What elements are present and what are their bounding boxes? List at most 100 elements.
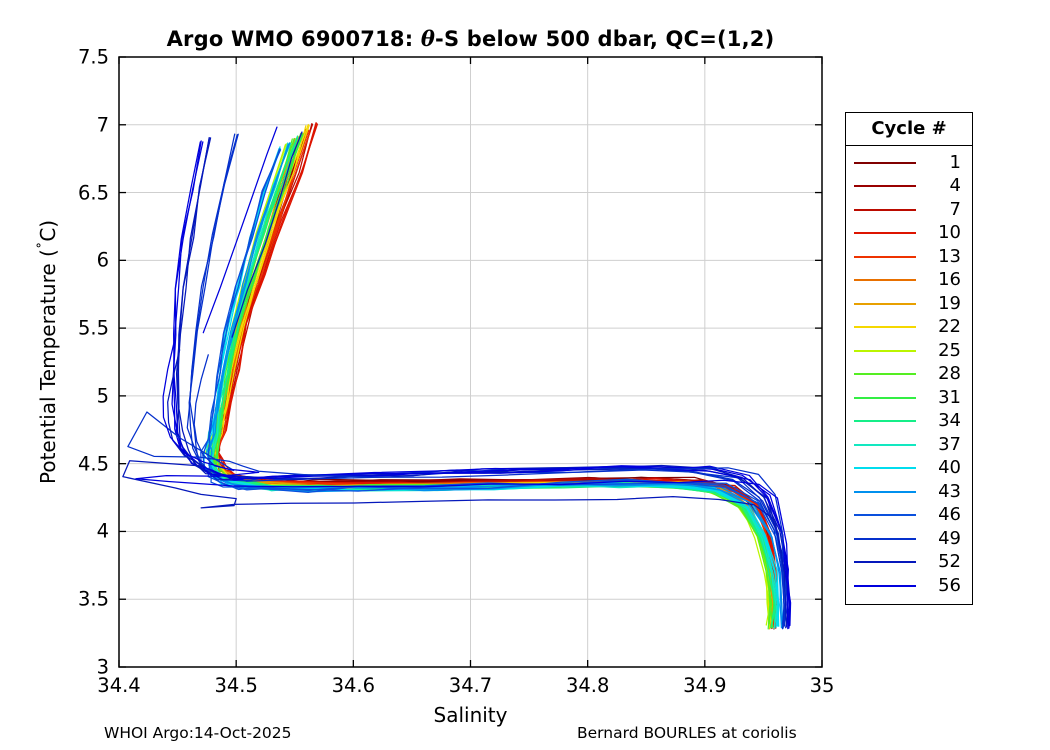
y-tick-label: 5.5: [77, 316, 109, 340]
theta-s-profile: [214, 125, 771, 628]
legend-row: 22: [846, 316, 972, 340]
theta-s-profile: [210, 140, 776, 628]
legend-label: 4: [949, 175, 961, 197]
theta-s-profile: [209, 142, 780, 627]
theta-s-profile: [202, 126, 278, 334]
theta-s-profile: [215, 130, 777, 629]
theta-s-profile: [209, 135, 776, 628]
legend-label: 49: [938, 527, 961, 549]
legend-color-swatch: [854, 537, 916, 540]
theta-s-profile: [127, 354, 786, 627]
theta-s-profile: [211, 132, 774, 629]
legend-color-swatch: [854, 161, 916, 164]
x-tick-label: 34.9: [683, 674, 727, 697]
theta-s-profile: [207, 138, 773, 625]
legend-color-swatch: [854, 490, 916, 493]
legend-label: 34: [938, 410, 961, 432]
legend-color-swatch: [854, 584, 916, 587]
theta-s-profile: [208, 144, 771, 626]
legend-row: 1: [846, 151, 972, 175]
legend-row: 7: [846, 198, 972, 222]
theta-s-profile: [209, 136, 776, 626]
legend-color-swatch: [854, 232, 916, 235]
theta-s-profile: [211, 142, 778, 627]
axis-frame: [118, 56, 823, 668]
theta-s-profile: [200, 148, 787, 628]
theta-s-profile: [207, 147, 780, 627]
x-tick-label: 34.7: [448, 674, 493, 697]
title-prefix: Argo WMO 6900718:: [166, 27, 421, 51]
theta-s-profile: [214, 132, 777, 629]
legend-label: 40: [938, 457, 961, 479]
legend-row: 31: [846, 386, 972, 410]
legend-row: 10: [846, 222, 972, 246]
legend-label: 56: [938, 574, 961, 596]
theta-s-profile: [211, 129, 776, 630]
legend-label: 31: [938, 386, 961, 408]
theta-s-profile: [215, 122, 777, 626]
legend-row: 40: [846, 457, 972, 481]
theta-s-profile: [213, 137, 774, 626]
page-title: Argo WMO 6900718: θ-S below 500 dbar, QC…: [119, 26, 822, 51]
legend-label: 19: [938, 292, 961, 314]
theta-s-profile: [231, 131, 303, 338]
legend-color-swatch: [854, 185, 916, 188]
legend-row: 49: [846, 527, 972, 551]
legend-color-swatch: [854, 326, 916, 329]
legend-color-swatch: [854, 514, 916, 517]
y-tick-label: 7.5: [77, 45, 109, 69]
legend-label: 52: [938, 551, 961, 573]
legend-color-swatch: [854, 255, 916, 258]
theta-s-profile: [208, 133, 775, 629]
theta-s-profile: [210, 133, 774, 628]
theta-s-profile: [208, 142, 783, 626]
theta-s-profile: [135, 337, 791, 627]
theta-s-profile: [214, 123, 779, 629]
theta-s-profile: [216, 122, 777, 625]
legend-row: 19: [846, 292, 972, 316]
legend-label: 28: [938, 363, 961, 385]
theta-s-profile: [172, 141, 791, 629]
theta-s-profile: [210, 136, 776, 628]
theta-s-profile: [216, 122, 777, 628]
legend-label: 43: [938, 480, 961, 502]
legend-label: 13: [938, 245, 961, 267]
legend-color-swatch: [854, 396, 916, 399]
theta-s-profile: [212, 130, 777, 629]
legend-row: 28: [846, 363, 972, 387]
legend-row: 56: [846, 574, 972, 598]
legend-color-swatch: [854, 302, 916, 305]
theta-s-profile: [210, 130, 777, 630]
legend-label: 22: [938, 316, 961, 338]
legend-row: 52: [846, 551, 972, 575]
theta-s-profile: [205, 142, 783, 629]
x-tick-label: 34.5: [214, 674, 258, 697]
theta-s-profile: [208, 145, 771, 628]
footer-source: WHOI Argo:14-Oct-2025: [104, 724, 292, 742]
legend-color-swatch: [854, 279, 916, 282]
data-curves: [122, 122, 792, 630]
x-tick-label: 34.4: [97, 674, 141, 697]
legend-color-swatch: [854, 420, 916, 423]
theta-s-profile: [207, 148, 780, 629]
theta-s-profile: [210, 132, 774, 626]
theta-s-profile: [202, 149, 787, 625]
legend-label: 7: [949, 198, 961, 220]
title-suffix: -S below 500 dbar, QC=(1,2): [435, 27, 775, 51]
legend-row: 37: [846, 433, 972, 457]
x-tick-label: 34.8: [565, 674, 610, 697]
legend-row: 16: [846, 269, 972, 293]
legend-row: 13: [846, 245, 972, 269]
legend-color-swatch: [854, 373, 916, 376]
x-tick-label: 35: [809, 674, 835, 697]
legend-label: 1: [949, 151, 961, 173]
y-tick-label: 6.5: [77, 181, 109, 205]
y-tick-label: 3: [96, 655, 109, 679]
legend-color-swatch: [854, 349, 916, 352]
theta-s-profile: [212, 141, 775, 627]
legend-color-swatch: [854, 443, 916, 446]
theta-symbol: θ: [420, 26, 436, 51]
legend-row: 25: [846, 339, 972, 363]
